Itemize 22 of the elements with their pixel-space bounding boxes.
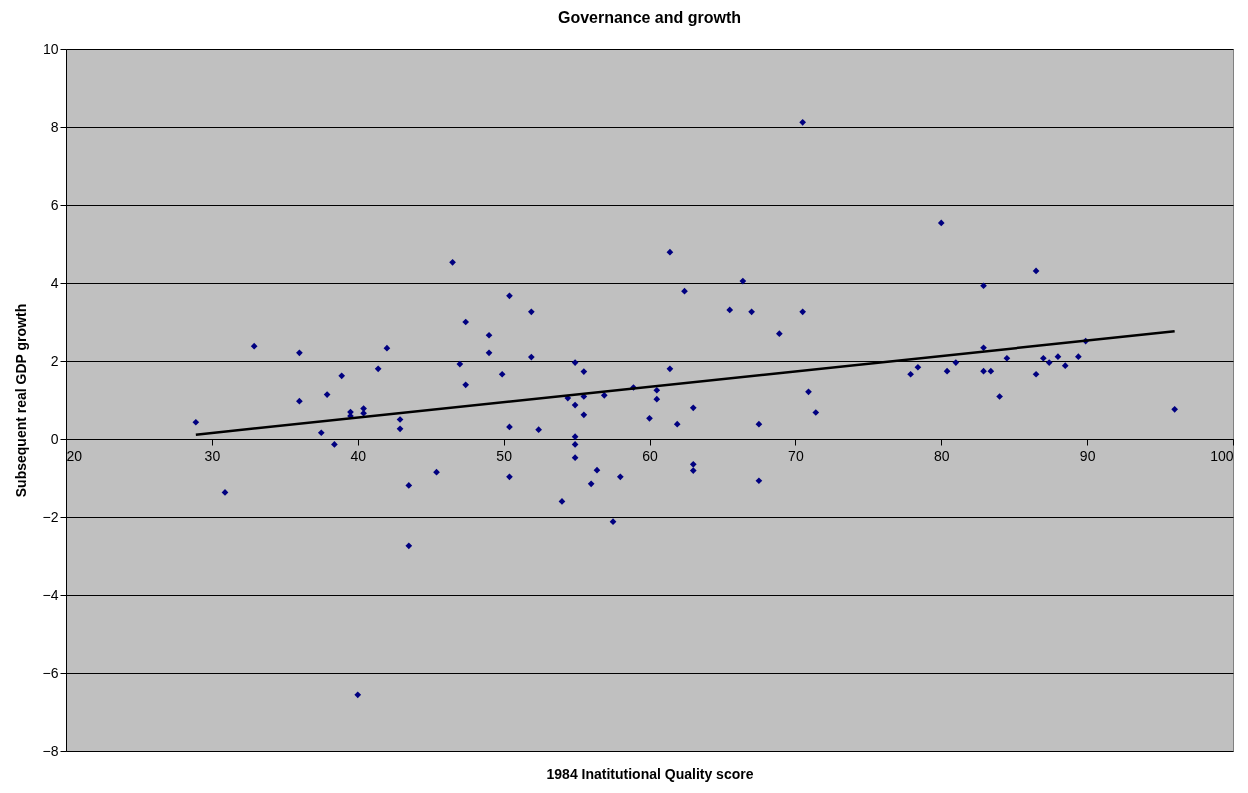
y-tick-label: 8 [50, 118, 59, 135]
y-tick-label: −4 [42, 586, 59, 603]
y-tick-label: −6 [42, 664, 59, 681]
y-tick-label: 10 [42, 40, 59, 57]
y-tick-label: −8 [42, 742, 59, 759]
x-tick-label: 80 [933, 447, 950, 464]
x-tick-label: 70 [788, 447, 804, 464]
y-tick-label: 6 [50, 196, 59, 213]
x-tick-label: 60 [642, 447, 658, 464]
x-tick-label: 50 [496, 447, 513, 464]
x-axis-title: 1984 Inatitutional Quality score [546, 765, 754, 782]
y-tick-label: 0 [50, 430, 59, 447]
x-tick-label: 90 [1079, 447, 1096, 464]
x-tick-label: 30 [204, 447, 221, 464]
x-tick-label: 100 [1210, 447, 1234, 464]
chart-title: Governance and growth [557, 9, 742, 26]
x-tick-label: 20 [66, 447, 83, 464]
y-tick-label: 4 [50, 274, 59, 291]
x-tick-label: 40 [350, 447, 367, 464]
y-axis-title: Subsequent real GDP growth [12, 303, 29, 498]
y-tick-label: 2 [50, 352, 59, 369]
y-tick-label: −2 [42, 508, 59, 525]
